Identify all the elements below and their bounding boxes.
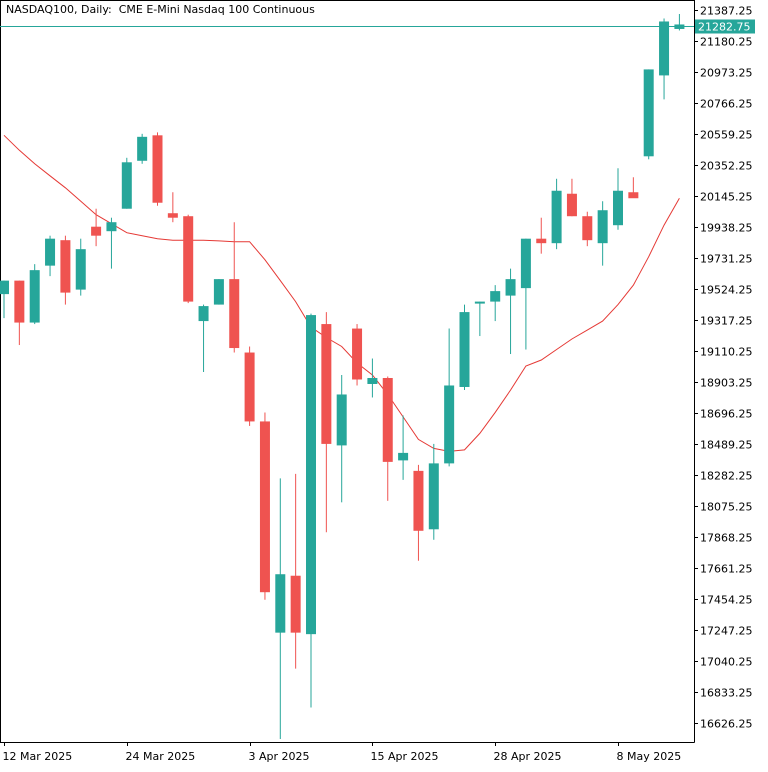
candle-up (613, 190, 623, 226)
candle-down (14, 280, 25, 323)
candle-up (106, 222, 117, 232)
y-tick-label: 19731.25 (700, 253, 753, 266)
candle-up (490, 291, 501, 302)
y-tick-label: 20352.25 (700, 160, 753, 173)
y-tick-label: 19317.25 (700, 315, 753, 328)
candle-up (45, 238, 56, 266)
candle-down (229, 279, 240, 349)
candle-up (505, 279, 516, 296)
candle-up (306, 315, 316, 635)
last-price-label-box (695, 19, 755, 34)
candle-down (321, 324, 332, 444)
candle-down (382, 377, 393, 462)
candle-down (244, 352, 255, 422)
y-tick-label: 18903.25 (700, 377, 753, 390)
y-tick-label: 21180.25 (700, 36, 753, 49)
y-tick-label: 17040.25 (700, 656, 753, 669)
x-tick-label: 3 Apr 2025 (249, 750, 310, 763)
y-tick-label: 18489.25 (700, 439, 753, 452)
candle-up (428, 463, 439, 530)
y-tick-label: 21387.25 (700, 5, 753, 18)
candle-up (398, 452, 409, 461)
candle-down (60, 240, 71, 293)
y-tick-label: 20973.25 (700, 67, 753, 80)
candle-up (643, 69, 654, 157)
y-tick-label: 20559.25 (700, 129, 753, 142)
y-tick-label: 17868.25 (700, 532, 753, 545)
y-tick-label: 17247.25 (700, 625, 753, 638)
candle-down (582, 216, 593, 241)
candle-up (137, 136, 148, 161)
candle-up (75, 249, 86, 290)
candle-up (336, 394, 347, 446)
y-tick-label: 16833.25 (700, 687, 753, 700)
candle-up (659, 21, 670, 76)
y-tick-label: 19524.25 (700, 284, 753, 297)
x-tick-label: 15 Apr 2025 (371, 750, 439, 763)
y-tick-label: 19938.25 (700, 222, 753, 235)
candle-up (275, 574, 286, 633)
y-tick-label: 20766.25 (700, 98, 753, 111)
candle-up (213, 279, 224, 305)
moving-average-line (3, 134, 680, 452)
candle-down (290, 575, 301, 633)
candle-up (551, 190, 562, 244)
x-tick-label: 28 Apr 2025 (494, 750, 562, 763)
x-tick-label: 8 May 2025 (617, 750, 682, 763)
y-tick-label: 18282.25 (700, 470, 753, 483)
candle-up (367, 377, 378, 384)
candle-up (597, 210, 608, 244)
y-tick-label: 16626.25 (700, 718, 753, 731)
last-price-label: 21282.75 (698, 21, 751, 34)
y-tick-label: 17661.25 (700, 563, 753, 576)
candle-down (259, 421, 270, 593)
y-tick-label: 19110.25 (700, 346, 753, 359)
candle-up (444, 385, 455, 464)
candle-up (29, 270, 40, 323)
y-tick-label: 18696.25 (700, 408, 753, 421)
candle-up (0, 280, 9, 295)
candle-down (536, 238, 547, 244)
candle-up (198, 306, 209, 322)
candle-up (520, 238, 531, 289)
candle-down (352, 328, 363, 380)
candle-down (628, 192, 639, 199)
y-tick-label: 18075.25 (700, 501, 753, 514)
candle-up (474, 301, 485, 304)
candle-down (167, 213, 178, 218)
candle-down (91, 226, 102, 236)
chart-title: NASDAQ100, Daily: CME E-Mini Nasdaq 100 … (6, 3, 315, 16)
x-tick-label: 12 Mar 2025 (3, 750, 73, 763)
candle-down (566, 193, 577, 217)
candle-down (152, 135, 163, 203)
y-tick-label: 17454.25 (700, 594, 753, 607)
x-tick-label: 24 Mar 2025 (126, 750, 196, 763)
candle-up (459, 312, 470, 387)
candle-down (183, 216, 194, 302)
candle-down (413, 470, 424, 531)
y-tick-label: 20145.25 (700, 191, 753, 204)
candle-up (121, 162, 132, 209)
